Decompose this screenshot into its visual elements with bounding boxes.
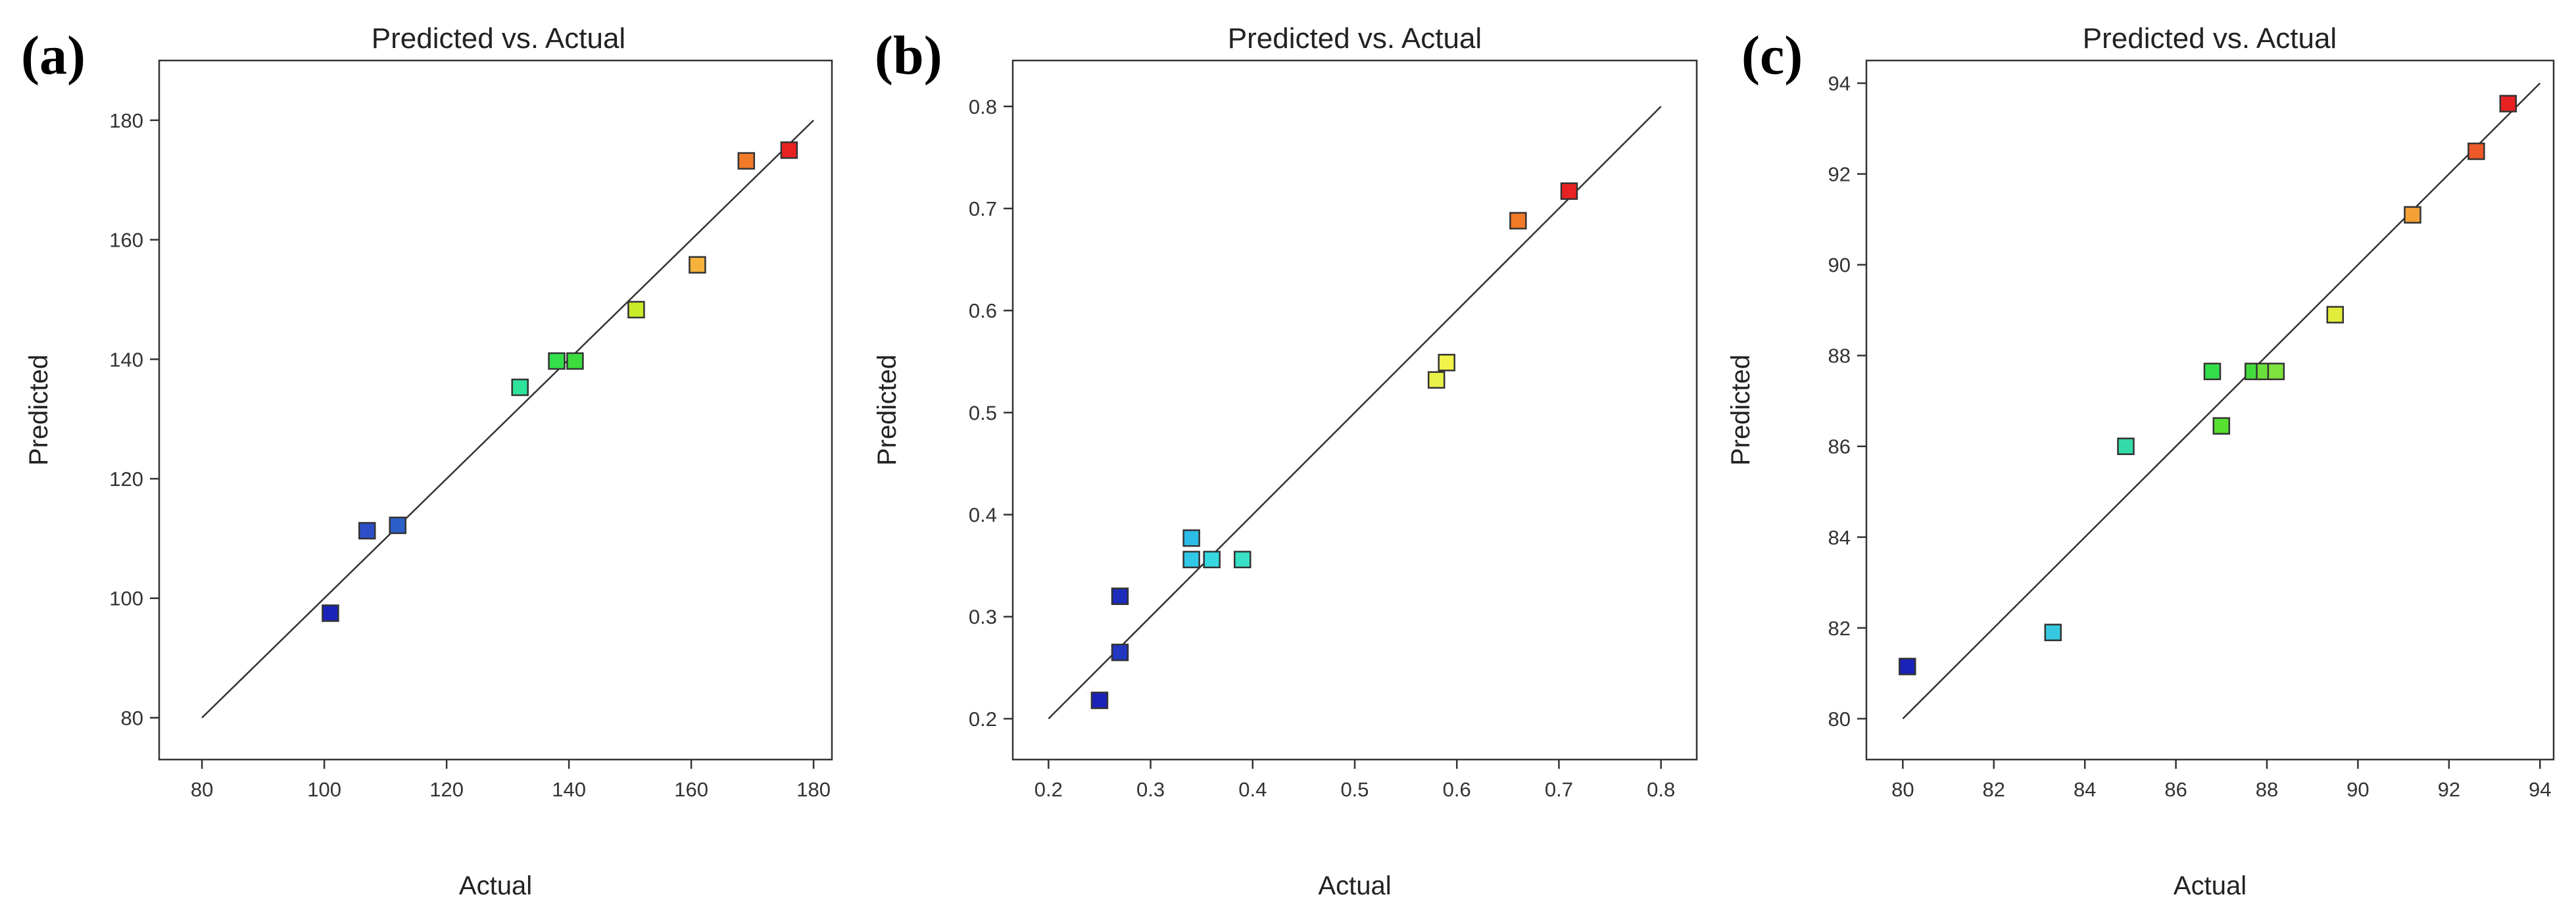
panel-b-title: Predicted vs. Actual — [1228, 22, 1482, 55]
panel-c-x-tick-label: 82 — [1983, 778, 2005, 801]
panel-c-x-tick-label: 86 — [2164, 778, 2187, 801]
panel-a-y-tick-label: 120 — [109, 468, 143, 491]
panel-c-x-tick-label: 80 — [1891, 778, 1914, 801]
panel-b-fit-line — [1048, 105, 1662, 719]
panel-a-y-tick-label: 80 — [121, 706, 143, 729]
panel-c: (c) Predicted vs. Actual 80 82 84 86 88 90 92 94 8… — [1726, 22, 2555, 900]
panel-a-data-point — [627, 301, 645, 319]
panel-a-y-tick-label: 160 — [109, 229, 143, 252]
panel-a-letter: (a) — [21, 25, 85, 86]
panel-c-x-axis-label: Actual — [2174, 871, 2247, 900]
panel-a-fit-line — [201, 119, 814, 719]
panel-a-y-tick-label: 100 — [109, 587, 143, 610]
panel-c-data-point — [2499, 95, 2517, 112]
panel-b-data-point — [1509, 212, 1527, 230]
panel-c-x-tick-label: 84 — [2074, 778, 2096, 801]
panel-c-x-tick-label: 90 — [2346, 778, 2369, 801]
panel-c-x-tick-label: 88 — [2256, 778, 2278, 801]
panel-a-data-point — [389, 516, 406, 535]
panel-b-data-point — [1182, 529, 1200, 547]
panel-c-y-tick-label: 92 — [1828, 163, 1851, 186]
panel-a-data-point — [548, 352, 566, 370]
panel-b-x-tick-label: 0.3 — [1136, 778, 1165, 801]
panel-a-x-tick-label: 180 — [796, 778, 831, 801]
panel-c-plot-frame — [1865, 59, 2555, 761]
panel-a-x-tick-label: 120 — [429, 778, 464, 801]
panel-c-data-point — [2117, 437, 2135, 455]
panel-b-x-tick-label: 0.2 — [1034, 778, 1063, 801]
panel-c-y-tick-label: 90 — [1828, 254, 1851, 277]
panel-b-y-tick-label: 0.4 — [969, 504, 997, 527]
panel-b-data-point — [1203, 550, 1221, 569]
panel-b-letter: (b) — [875, 25, 942, 86]
panel-b: (b) Predicted vs. Actual 0.2 0.3 0.4 0.5 0.6 0.… — [873, 22, 1698, 900]
panel-b-data-point — [1182, 550, 1200, 569]
panel-c-data-point — [2044, 623, 2062, 641]
panel-c-data-point — [2467, 142, 2485, 160]
panel-b-y-tick-label: 0.6 — [969, 299, 997, 322]
panel-c-y-tick-label: 86 — [1828, 435, 1851, 458]
panel-b-x-tick-label: 0.5 — [1340, 778, 1369, 801]
panel-b-data-point — [1560, 182, 1578, 200]
panel-b-x-tick-label: 0.7 — [1545, 778, 1573, 801]
panel-a-x-tick-label: 160 — [674, 778, 708, 801]
panel-b-x-tick-label: 0.4 — [1238, 778, 1267, 801]
panel-b-data-point — [1111, 587, 1129, 605]
panel-c-data-point — [2267, 362, 2285, 381]
panel-c-y-tick-label: 84 — [1828, 526, 1851, 549]
panel-c-title: Predicted vs. Actual — [2083, 22, 2337, 55]
panel-b-y-tick-label: 0.8 — [969, 95, 997, 118]
panel-b-y-tick-label: 0.7 — [969, 197, 997, 220]
panel-b-y-tick-label: 0.5 — [969, 401, 997, 424]
panel-a-x-tick-label: 80 — [191, 778, 213, 801]
panel-c-fit-line — [1902, 82, 2541, 719]
panel-a-y-axis-label: Predicted — [24, 354, 53, 466]
panel-c-data-point — [1899, 658, 1916, 675]
panel-b-y-tick-label: 0.2 — [969, 708, 997, 731]
panel-b-data-point — [1111, 643, 1129, 662]
panel-c-y-tick-label: 94 — [1828, 72, 1851, 95]
panel-c-data-point — [2203, 362, 2222, 381]
panel-c-letter: (c) — [1741, 25, 1803, 86]
panel-b-y-tick-label: 0.3 — [969, 606, 997, 629]
panel-a-x-tick-label: 140 — [552, 778, 586, 801]
panel-b-data-point — [1234, 550, 1252, 569]
panel-c-x-tick-label: 92 — [2438, 778, 2460, 801]
panel-a-data-point — [511, 378, 529, 397]
panel-c-data-point — [2212, 417, 2231, 435]
panel-b-data-point — [1427, 371, 1446, 389]
panel-a-data-point — [737, 152, 756, 170]
panel-b-x-axis-label: Actual — [1318, 871, 1391, 900]
panel-a-plot-frame — [158, 59, 833, 761]
panel-b-x-tick-label: 0.6 — [1443, 778, 1471, 801]
panel-b-x-tick-label: 0.8 — [1647, 778, 1675, 801]
panel-a-data-point — [358, 522, 376, 540]
panel-a: (a) Predicted vs. Actual 80 100 120 140 160 180… — [21, 22, 833, 900]
panel-c-y-tick-label: 80 — [1828, 708, 1851, 731]
panel-c-x-tick-label: 94 — [2529, 778, 2551, 801]
panel-c-y-tick-label: 82 — [1828, 617, 1851, 640]
panel-c-data-point — [2326, 306, 2345, 324]
panel-a-data-point — [780, 141, 798, 159]
panel-a-data-point — [566, 352, 584, 370]
panel-c-y-tick-label: 88 — [1828, 345, 1851, 368]
panel-a-x-tick-label: 100 — [307, 778, 341, 801]
panel-a-data-point — [689, 256, 706, 274]
panel-a-title: Predicted vs. Actual — [372, 22, 625, 55]
panel-a-x-axis-label: Actual — [459, 871, 532, 900]
panel-b-y-axis-label: Predicted — [873, 354, 902, 466]
panel-b-data-point — [1090, 691, 1109, 710]
panel-a-data-point — [322, 604, 339, 622]
panel-c-data-point — [2404, 206, 2421, 224]
panel-a-y-tick-label: 180 — [109, 109, 143, 132]
panel-c-y-axis-label: Predicted — [1726, 354, 1755, 466]
panel-b-data-point — [1438, 354, 1455, 372]
panel-a-y-tick-label: 140 — [109, 348, 143, 371]
